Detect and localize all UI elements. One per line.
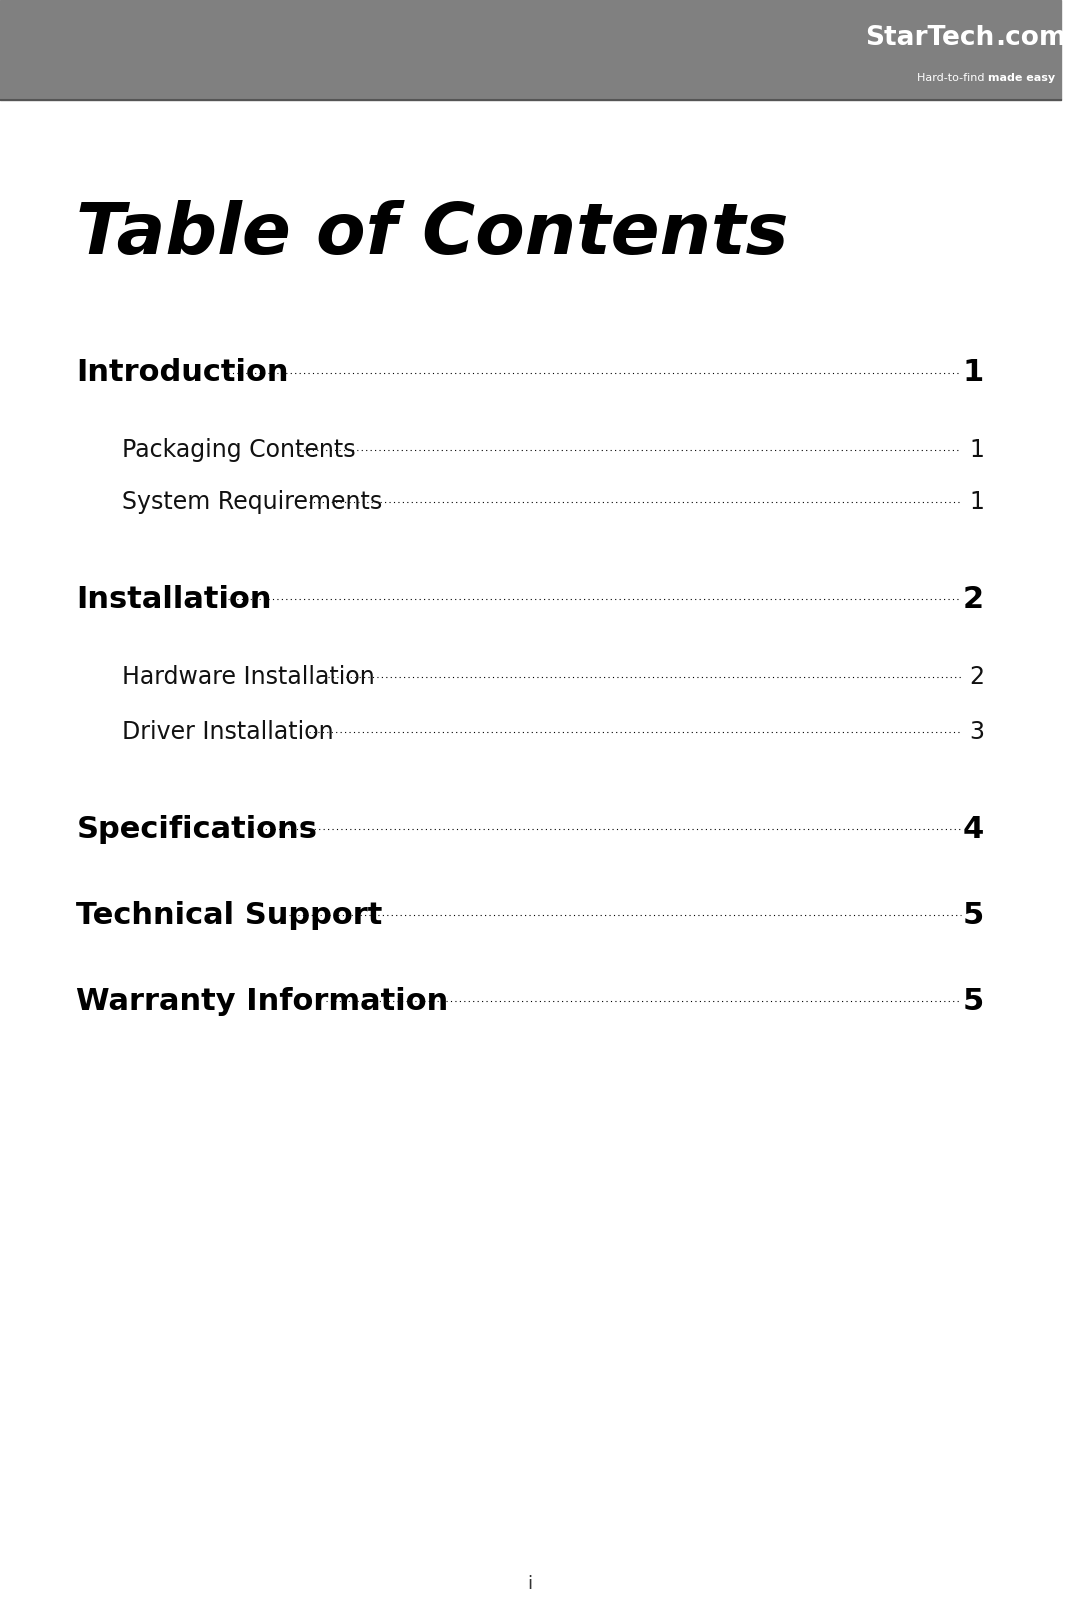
Text: Table of Contents: Table of Contents [77,201,788,269]
Text: .com: .com [995,26,1066,52]
Text: 3: 3 [969,721,984,744]
Text: 5: 5 [963,987,984,1016]
Text: 2: 2 [963,585,984,614]
Text: 1: 1 [969,491,984,514]
Text: made easy: made easy [988,73,1055,83]
Text: 4: 4 [963,815,984,844]
Text: Specifications: Specifications [77,815,318,844]
Text: i: i [528,1575,532,1594]
Text: 2: 2 [969,666,984,688]
Text: Technical Support: Technical Support [77,901,382,930]
Text: StarTech: StarTech [865,26,995,52]
Text: Warranty Information: Warranty Information [77,987,448,1016]
Text: 1: 1 [963,358,984,387]
Text: Installation: Installation [77,585,272,614]
Text: Hard-to-find: Hard-to-find [917,73,988,83]
Text: Introduction: Introduction [77,358,288,387]
Bar [0,0,1061,100]
Text: Packaging Contents: Packaging Contents [122,439,355,462]
Text: 5: 5 [963,901,984,930]
Text: 1: 1 [969,439,984,462]
Text: Driver Installation: Driver Installation [122,721,334,744]
Text: System Requirements: System Requirements [122,491,382,514]
Text: Hardware Installation: Hardware Installation [122,666,375,688]
